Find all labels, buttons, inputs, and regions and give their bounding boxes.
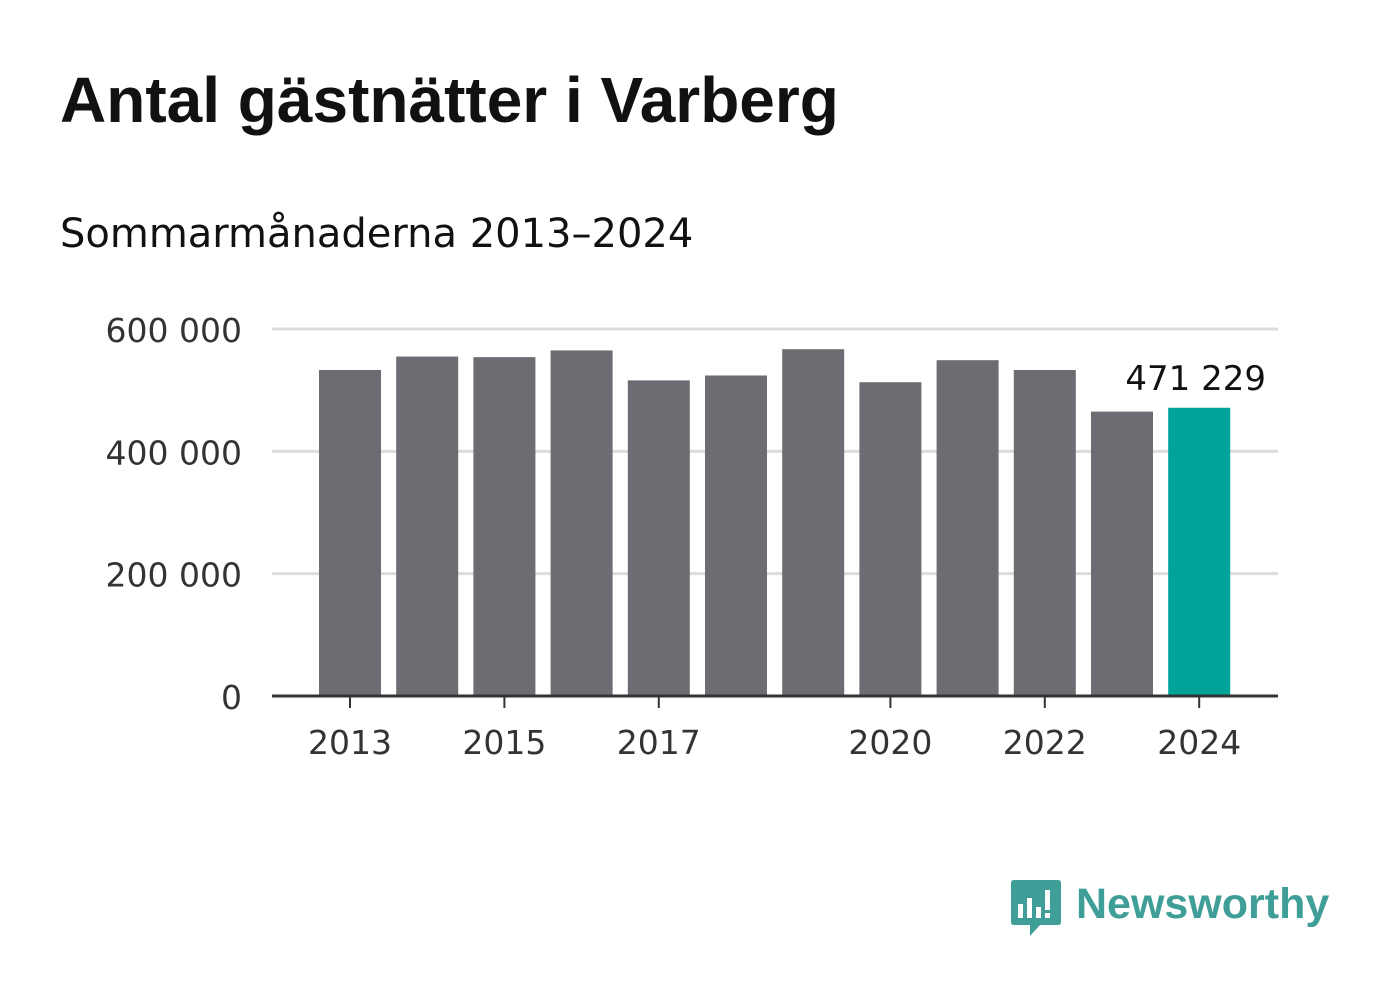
bar-2024: [1168, 407, 1231, 696]
bar-2015: [473, 357, 536, 696]
bar-2019: [782, 349, 845, 696]
x-axis-tick-labels: 2013 2015 2017 2020 2022 2024: [308, 696, 1241, 762]
bar-2017: [627, 380, 690, 696]
bar-2014: [396, 356, 459, 696]
bar-2022: [1013, 369, 1076, 696]
bar-2018: [705, 375, 767, 696]
x-tick-label: 2015: [462, 723, 546, 762]
bars: [319, 349, 1231, 696]
bar-2021: [936, 360, 999, 696]
chart-title: Antal gästnätter i Varberg: [60, 64, 839, 136]
newsworthy-logo: Newsworthy: [1010, 878, 1329, 940]
y-tick-label: 400 000: [106, 433, 242, 472]
x-tick-label: 2013: [308, 723, 392, 762]
newsworthy-chart-bubble-icon: [1011, 880, 1061, 936]
bar-2020: [859, 382, 922, 696]
x-tick-label: 2024: [1157, 723, 1241, 762]
chart-subtitle: Sommarmånaderna 2013–2024: [60, 211, 694, 257]
bar-2023: [1091, 411, 1153, 696]
y-tick-label: 600 000: [106, 311, 242, 350]
bar-2016: [550, 350, 613, 696]
logo-text: Newsworthy: [1076, 880, 1330, 928]
data-label-2024: 471 229: [1125, 359, 1266, 399]
bar-2013: [319, 369, 381, 696]
x-tick-label: 2022: [1003, 723, 1087, 762]
x-tick-label: 2017: [617, 723, 701, 762]
data-labels: 471 229: [1125, 359, 1266, 399]
x-tick-label: 2020: [848, 723, 932, 762]
y-tick-label: 200 000: [106, 556, 242, 595]
y-axis-tick-labels: 0 200 000 400 000 600 000: [106, 311, 242, 717]
y-tick-label: 0: [221, 678, 242, 717]
